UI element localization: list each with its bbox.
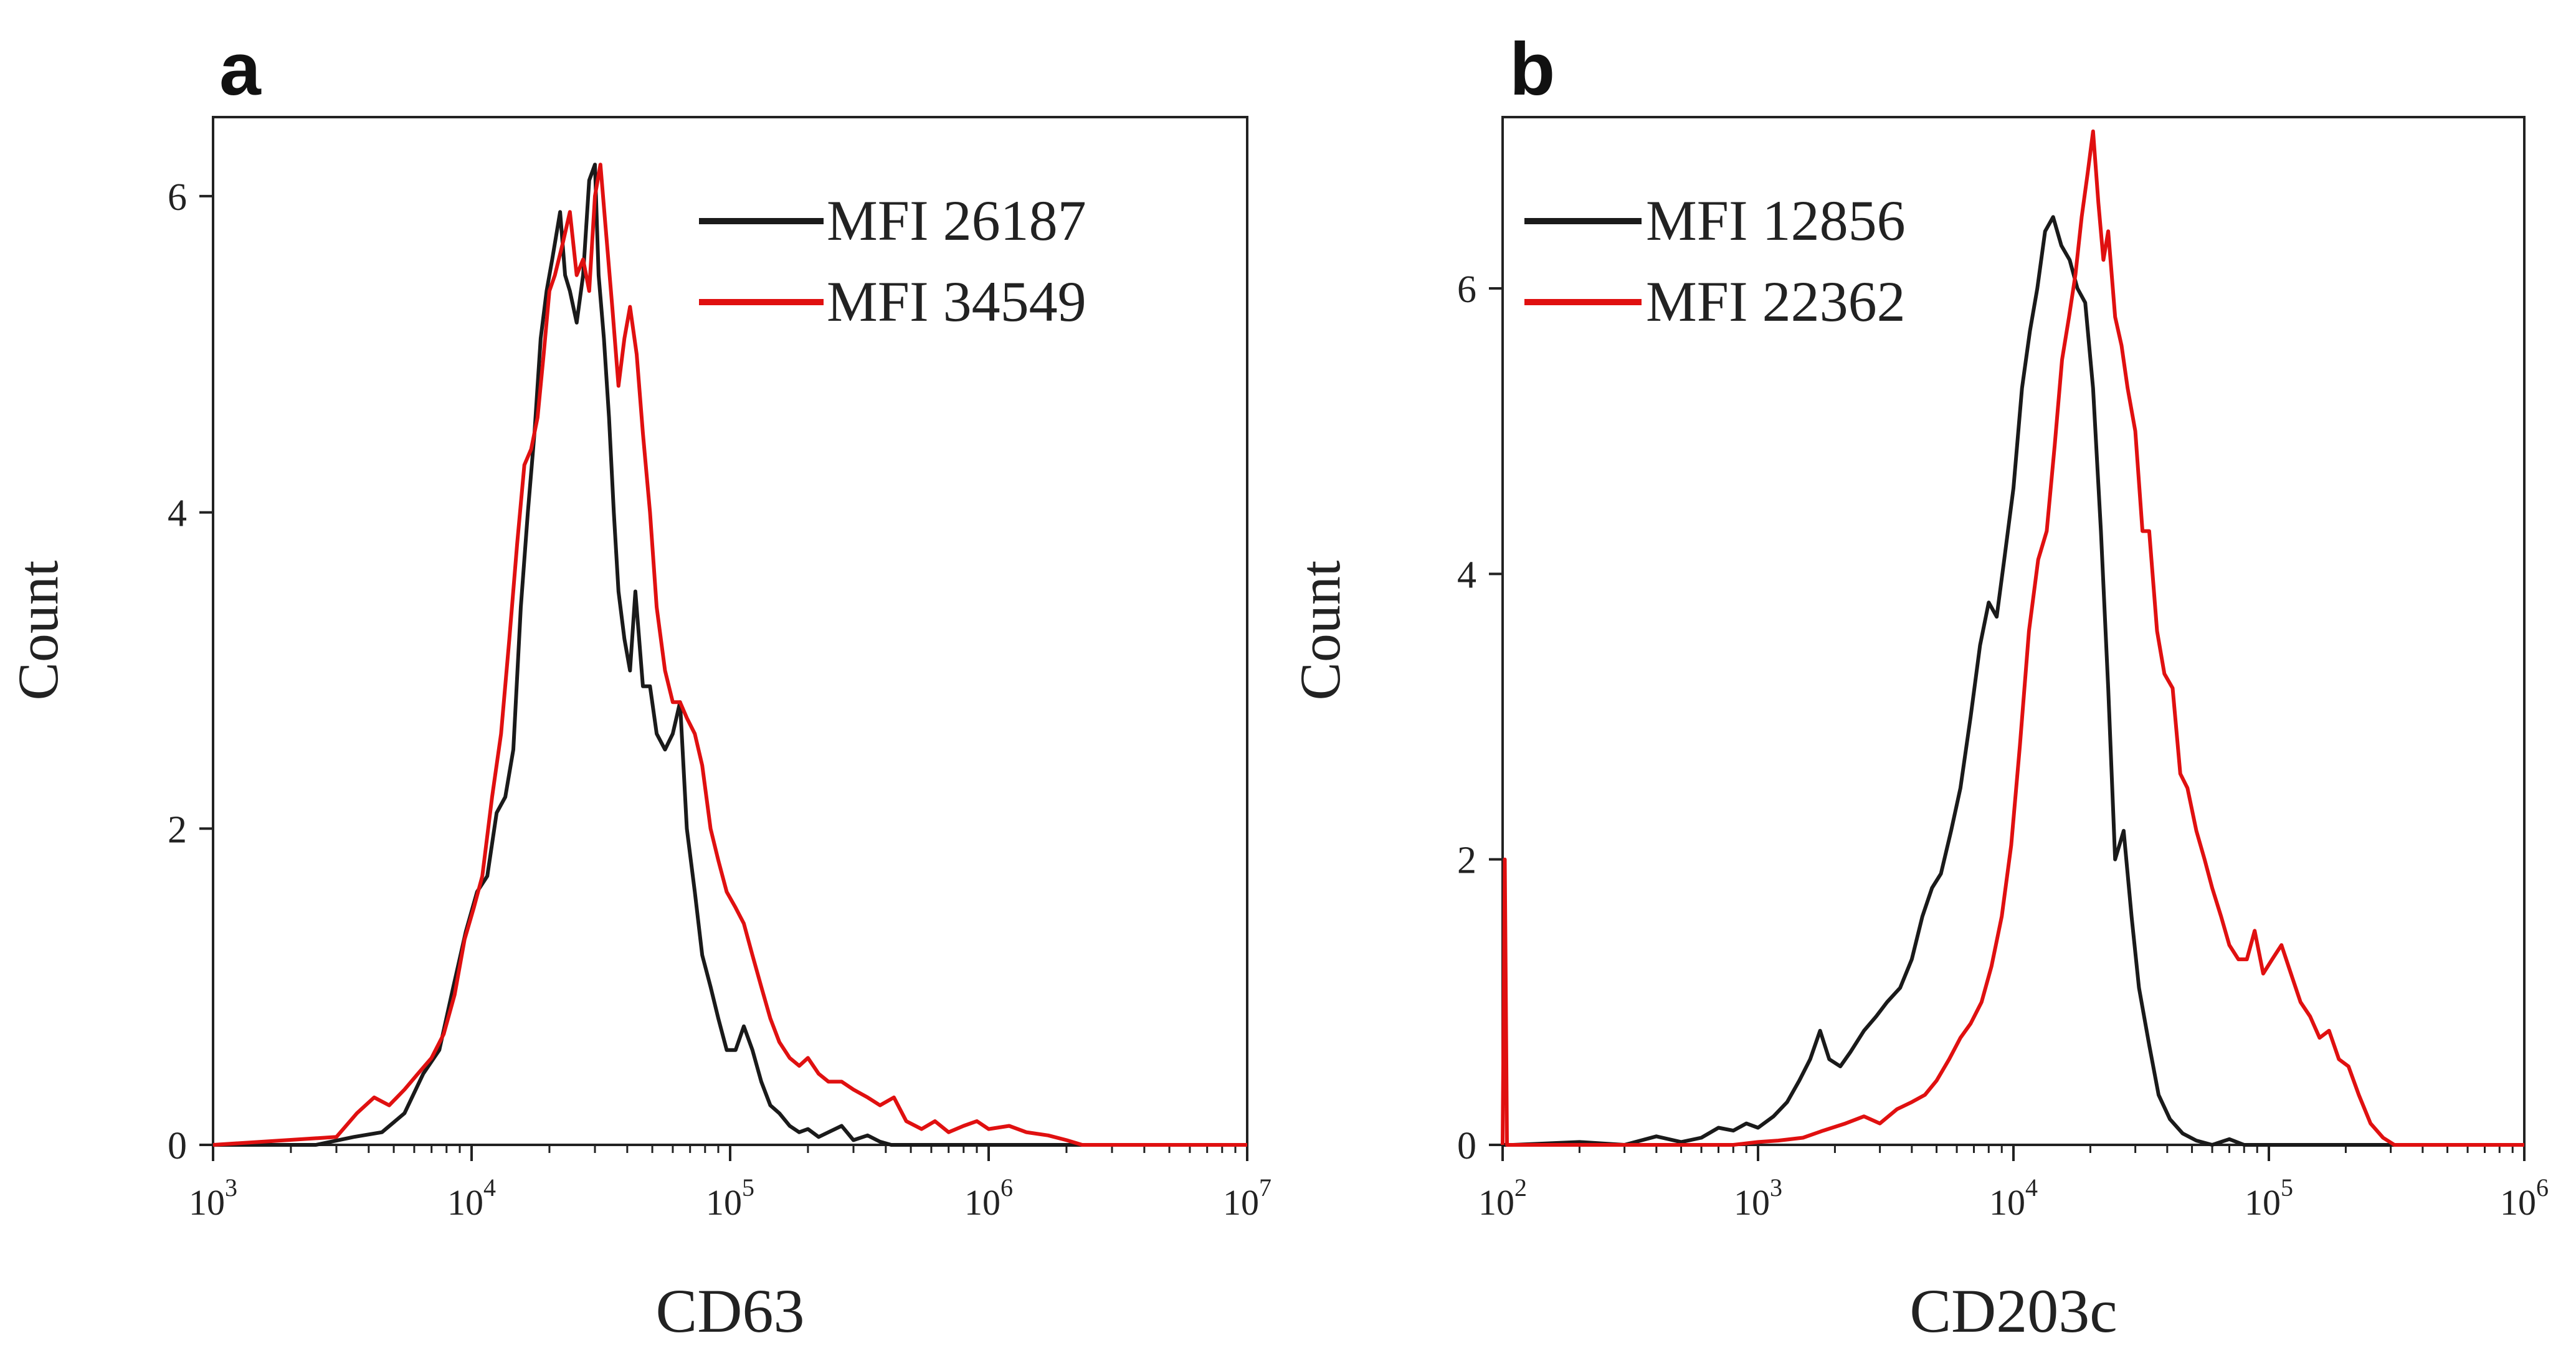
panel-b-y-tick-label-1: 2 [1457,840,1476,882]
panel-a-y-label: Count [6,560,70,700]
legend-a-black-label: MFI 26187 [827,189,1086,252]
panel-b-y-tick-label-3: 6 [1457,268,1476,311]
panel-a-series-red-line [212,163,1247,1147]
panel-a-plot-frame [212,116,1248,1146]
panel-a-x-tick-label-0: 103 [189,1174,237,1223]
panel-a-y-tick-label-1: 2 [168,809,187,851]
panel-b-x-tick-label-1: 103 [1734,1174,1782,1223]
legend-b-red-label: MFI 22362 [1646,270,1906,333]
panel-a-x-tick-label-4: 107 [1223,1174,1271,1223]
panel-a-y-tick-label-3: 6 [168,176,187,219]
panel-a-x-tick-label-3: 106 [964,1174,1013,1223]
panel-b-y-tick-label-0: 0 [1457,1125,1476,1167]
panel-a-y-tick-label-0: 0 [168,1125,187,1167]
panel-b-letter: b [1509,27,1555,111]
panel-b-x-tick-label-2: 104 [1989,1174,2038,1223]
panel-b-x-tick-label-3: 105 [2245,1174,2293,1223]
panel-b-y-tick-label-2: 4 [1457,554,1476,596]
panel-b-series-red-line [1501,129,2524,1147]
panel-b-x-tick-label-0: 102 [1478,1174,1527,1223]
panel-b-legend: MFI 12856 MFI 22362 [1524,189,1906,333]
panel-b-x-label: CD203c [1909,1276,2117,1345]
panel-b-y-label: Count [1288,560,1352,700]
panel-a-y-tick-label-2: 4 [168,493,187,535]
panel-b-x-tick-label-4: 106 [2500,1174,2549,1223]
panel-a-letter: a [219,27,262,111]
legend-a-red-label: MFI 34549 [827,270,1086,333]
panel-a-x-label: CD63 [656,1276,805,1345]
legend-b-black-label: MFI 12856 [1646,189,1906,252]
panel-a-x-tick-label-2: 105 [706,1174,754,1223]
panel-a-x-tick-label-1: 104 [447,1174,496,1223]
panel-b-series-black-line [1503,215,2524,1147]
panel-a-series-black-line [213,163,1247,1147]
panel-a-legend: MFI 26187 MFI 34549 [699,189,1086,333]
